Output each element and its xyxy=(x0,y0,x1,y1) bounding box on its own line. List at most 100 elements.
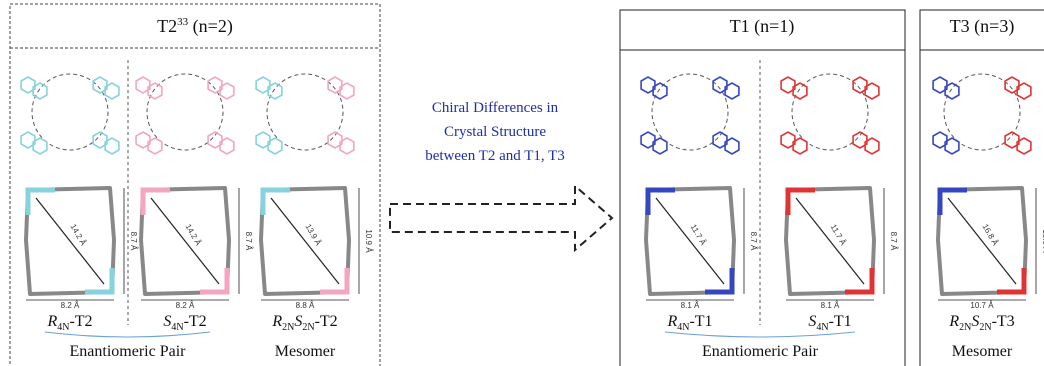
structure-label: R2NS2N-T3 xyxy=(948,313,1014,333)
label-part: S xyxy=(808,313,816,330)
figure: Chiral Differences in Crystal Structure be… xyxy=(0,0,1044,366)
bracket xyxy=(45,332,210,337)
diagonal xyxy=(796,198,864,284)
corner xyxy=(143,190,170,215)
ring xyxy=(148,138,162,154)
corner xyxy=(997,268,1024,292)
label-part: -T1 xyxy=(689,313,712,330)
corner xyxy=(648,190,675,215)
ring xyxy=(725,83,739,99)
panel-title: T233 (n=2) xyxy=(157,16,233,37)
title-sup: 33 xyxy=(177,16,189,28)
label-part: R xyxy=(948,313,959,330)
diagonal xyxy=(151,198,219,284)
corner xyxy=(845,268,872,292)
ring xyxy=(945,83,959,99)
width-label: 10.7 Å xyxy=(970,301,994,310)
height-label: 10.9 Å xyxy=(364,229,373,253)
width-label: 8.2 Å xyxy=(61,301,80,310)
label-part: R xyxy=(46,313,57,330)
arrow xyxy=(390,186,612,250)
structure-label: S4N-T1 xyxy=(808,313,851,333)
corner xyxy=(940,190,967,215)
label-part: 2N xyxy=(959,322,971,333)
title-rest: (n=3) xyxy=(970,16,1015,37)
label-part: 4N xyxy=(57,322,69,333)
label-part: R xyxy=(271,313,282,330)
corner xyxy=(28,190,55,215)
label-part: 2N xyxy=(979,322,991,333)
ring xyxy=(268,83,282,99)
ring xyxy=(793,138,807,154)
title-base: T3 xyxy=(950,16,970,36)
arrow-text: Crystal Structure xyxy=(444,124,546,140)
label-part: S xyxy=(163,313,171,330)
ring xyxy=(340,83,354,99)
label-part: R xyxy=(666,313,677,330)
ring xyxy=(340,138,354,154)
structure-label: R2NS2N-T2 xyxy=(271,313,337,333)
diagonal xyxy=(948,198,1016,284)
height-label: 8.7 Å xyxy=(244,232,253,251)
height-label: 8.7 Å xyxy=(889,232,898,251)
label-part: -T2 xyxy=(69,313,92,330)
label-part: 2N xyxy=(302,322,314,333)
label-part: -T2 xyxy=(315,313,338,330)
label-part: S xyxy=(971,313,979,330)
label-part: -T1 xyxy=(829,313,852,330)
label-part: 4N xyxy=(171,322,183,333)
arrow-text: between T2 and T1, T3 xyxy=(425,148,565,164)
group-label: Enantiomeric Pair xyxy=(70,343,187,360)
diagonal-label: 14.2 Å xyxy=(68,222,88,247)
diagonal-label: 16.8 Å xyxy=(980,222,1000,247)
diagonal xyxy=(271,198,339,284)
structure-label: R4N-T2 xyxy=(46,313,92,333)
structure-label: R4N-T1 xyxy=(666,313,712,333)
label-part: 2N xyxy=(282,322,294,333)
ring xyxy=(653,83,667,99)
panel-title: T3 (n=3) xyxy=(950,16,1015,37)
label-part: 4N xyxy=(816,322,828,333)
panel-frame xyxy=(10,4,380,366)
corner xyxy=(788,190,815,215)
group-label: Mesomer xyxy=(275,343,336,360)
label-part: 4N xyxy=(677,322,689,333)
diagonal-label: 13.9 Å xyxy=(303,222,323,247)
corner xyxy=(85,268,112,292)
ring xyxy=(725,138,739,154)
group-label: Mesomer xyxy=(952,343,1013,360)
label-part: S xyxy=(294,313,302,330)
ring xyxy=(1017,83,1031,99)
corner xyxy=(705,268,732,292)
diagonal xyxy=(36,198,104,284)
ring xyxy=(793,83,807,99)
title-rest: (n=1) xyxy=(750,16,795,37)
height-label: 8.7 Å xyxy=(749,232,758,251)
arrow-text: Chiral Differences in xyxy=(432,100,559,116)
ring xyxy=(865,83,879,99)
ring xyxy=(945,138,959,154)
corner xyxy=(200,268,227,292)
panel-title: T1 (n=1) xyxy=(730,16,795,37)
diagonal xyxy=(656,198,724,284)
ring xyxy=(1017,138,1031,154)
ring xyxy=(865,138,879,154)
title-rest: (n=2) xyxy=(188,16,233,37)
width-label: 8.1 Å xyxy=(821,301,840,310)
label-part: -T3 xyxy=(992,313,1015,330)
ring xyxy=(653,138,667,154)
ring xyxy=(33,83,47,99)
ring xyxy=(33,138,47,154)
ring xyxy=(268,138,282,154)
width-label: 8.2 Å xyxy=(176,301,195,310)
title-base: T2 xyxy=(157,16,177,36)
height-label: 8.7 Å xyxy=(129,232,138,251)
structure-label: S4N-T2 xyxy=(163,313,206,333)
ring xyxy=(220,138,234,154)
diagonal-label: 14.2 Å xyxy=(183,222,203,247)
ring xyxy=(105,138,119,154)
ring xyxy=(105,83,119,99)
ring xyxy=(220,83,234,99)
label-part: -T2 xyxy=(184,313,207,330)
corner xyxy=(263,190,290,215)
